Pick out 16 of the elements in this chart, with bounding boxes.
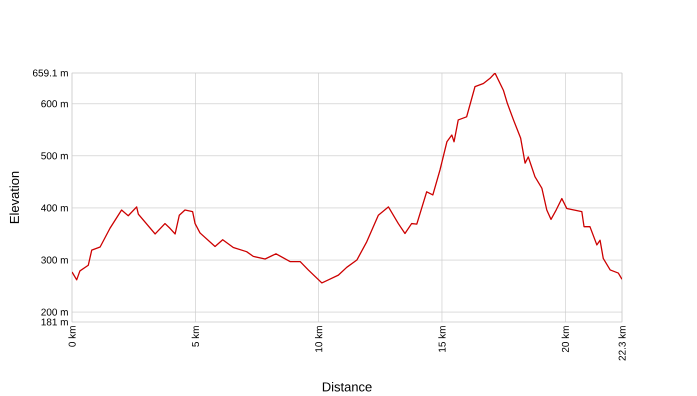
y-tick-label: 659.1 m xyxy=(32,69,68,77)
y-tick-label: 400 m xyxy=(41,204,68,212)
x-tick-label: 20 km xyxy=(562,326,569,352)
y-tick-label: 500 m xyxy=(41,152,68,160)
y-tick-label: 600 m xyxy=(41,100,68,108)
x-axis-title: Distance xyxy=(322,382,372,392)
x-tick-label: 10 km xyxy=(314,326,322,352)
x-tick-label: 15 km xyxy=(438,326,446,352)
x-tick-label: 5 km xyxy=(192,326,199,347)
line-series xyxy=(72,72,622,284)
y-tick-label: 300 m xyxy=(41,256,68,264)
y-tick-label: 181 m xyxy=(42,318,68,326)
y-tick-label: 200 m xyxy=(41,308,68,316)
y-axis-title: Elevation xyxy=(9,172,20,224)
x-tick-label: 22.3 km xyxy=(618,326,626,360)
x-tick-label: 0 km xyxy=(68,326,76,347)
